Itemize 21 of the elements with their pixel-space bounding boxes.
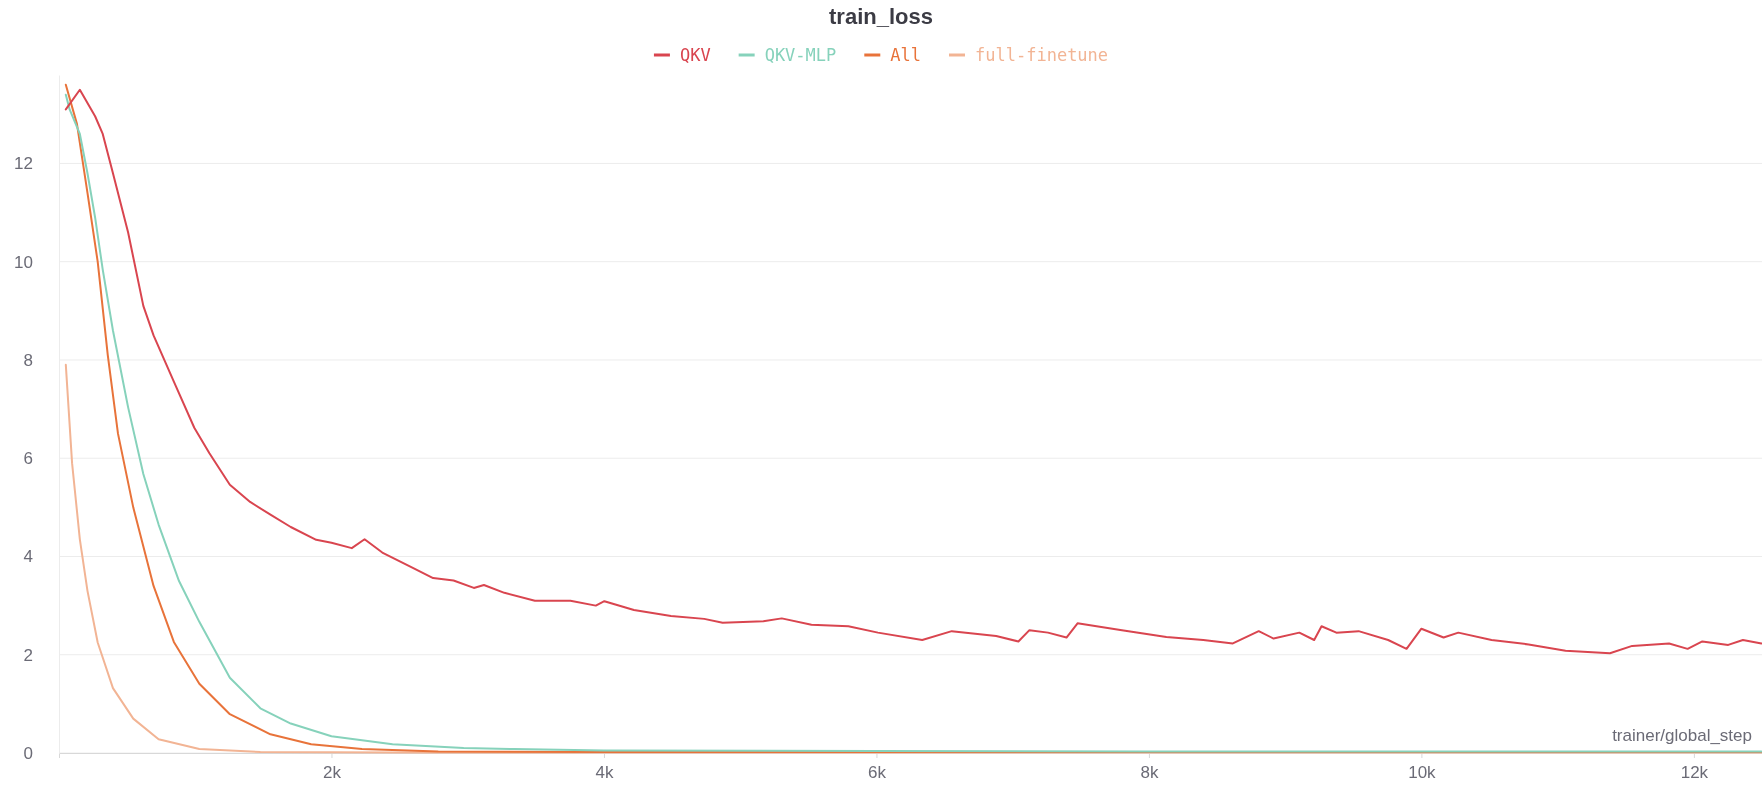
legend-label: QKV	[679, 45, 711, 65]
y-tick-label: 2	[23, 645, 33, 665]
line-series	[64, 363, 1762, 754]
x-tick-label: 10k	[1408, 763, 1437, 783]
y-tick-label: 4	[23, 547, 33, 567]
legend-label: QKV-MLP	[764, 45, 837, 65]
y-tick-label: 6	[23, 449, 33, 469]
y-tick-label: 10	[14, 252, 33, 272]
legend-label: All	[890, 45, 922, 65]
chart-title: train_loss	[829, 4, 933, 29]
x-tick-label: 6k	[867, 763, 887, 783]
y-tick-label: 8	[23, 350, 33, 370]
y-tick-label: 0	[23, 743, 33, 763]
legend-label: full-finetune	[975, 45, 1109, 65]
x-tick-label: 2k	[323, 763, 342, 783]
line-series	[64, 88, 1762, 655]
x-tick-label: 12k	[1680, 763, 1709, 783]
x-tick-label: 4k	[595, 763, 614, 783]
x-axis-title: trainer/global_step	[1612, 726, 1752, 745]
x-tick-label: 8k	[1140, 763, 1159, 783]
y-tick-label: 12	[14, 154, 33, 174]
